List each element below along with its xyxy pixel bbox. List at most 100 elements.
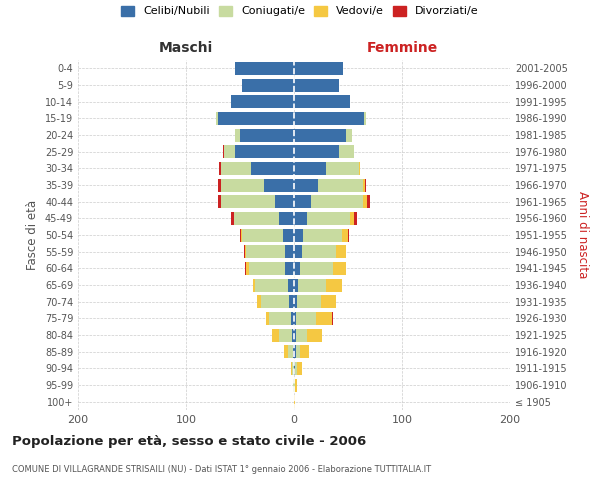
Bar (302, 228, 341, 241)
Bar (294, 112, 364, 125)
Bar (294, 328, 296, 342)
Bar (257, 295, 260, 308)
Bar (279, 328, 292, 342)
Bar (296, 345, 301, 358)
Bar (365, 178, 367, 192)
Bar (296, 328, 307, 342)
Bar (295, 378, 297, 392)
Bar (291, 362, 292, 375)
Bar (279, 212, 294, 225)
Bar (307, 328, 322, 342)
Bar (294, 345, 296, 358)
Bar (242, 78, 294, 92)
Bar (269, 312, 291, 325)
Bar (294, 162, 326, 175)
Bar (284, 345, 287, 358)
Bar (294, 362, 295, 375)
Bar (241, 228, 242, 241)
Bar (244, 245, 245, 258)
Bar (247, 262, 248, 275)
Bar (294, 312, 296, 325)
Bar (260, 295, 289, 308)
Text: Maschi: Maschi (159, 41, 213, 55)
Bar (218, 178, 221, 192)
Bar (221, 178, 264, 192)
Bar (321, 295, 336, 308)
Bar (294, 95, 350, 108)
Bar (218, 195, 221, 208)
Bar (294, 378, 295, 392)
Bar (307, 212, 350, 225)
Bar (292, 362, 294, 375)
Bar (264, 178, 294, 192)
Bar (346, 128, 352, 141)
Bar (326, 162, 359, 175)
Bar (350, 212, 355, 225)
Bar (216, 112, 218, 125)
Bar (275, 195, 294, 208)
Bar (316, 312, 332, 325)
Bar (255, 278, 287, 291)
Bar (286, 262, 294, 275)
Bar (232, 95, 294, 108)
Bar (235, 128, 240, 141)
Bar (289, 295, 294, 308)
Bar (294, 245, 302, 258)
Bar (272, 328, 279, 342)
Bar (292, 328, 294, 342)
Bar (266, 312, 269, 325)
Bar (294, 295, 297, 308)
Bar (302, 245, 336, 258)
Bar (240, 128, 294, 141)
Bar (363, 195, 367, 208)
Bar (224, 145, 235, 158)
Bar (348, 228, 349, 241)
Bar (248, 262, 286, 275)
Bar (247, 245, 286, 258)
Bar (245, 262, 247, 275)
Bar (245, 245, 247, 258)
Text: COMUNE DI VILLAGRANDE STRISAILI (NU) - Dati ISTAT 1° gennaio 2006 - Elaborazione: COMUNE DI VILLAGRANDE STRISAILI (NU) - D… (12, 465, 431, 474)
Bar (367, 195, 370, 208)
Bar (332, 312, 333, 325)
Bar (364, 112, 367, 125)
Bar (294, 212, 307, 225)
Bar (240, 228, 241, 241)
Bar (301, 345, 309, 358)
Bar (295, 362, 297, 375)
Bar (233, 212, 279, 225)
Bar (253, 278, 255, 291)
Bar (359, 162, 360, 175)
Bar (296, 312, 316, 325)
Bar (287, 345, 293, 358)
Bar (221, 162, 251, 175)
Bar (294, 228, 302, 241)
Bar (297, 295, 321, 308)
Bar (297, 362, 302, 375)
Bar (286, 245, 294, 258)
Bar (340, 145, 355, 158)
Y-axis label: Fasce di età: Fasce di età (26, 200, 39, 270)
Bar (294, 62, 343, 75)
Bar (294, 278, 298, 291)
Bar (341, 228, 348, 241)
Bar (298, 278, 326, 291)
Bar (223, 145, 224, 158)
Bar (333, 262, 346, 275)
Bar (294, 145, 340, 158)
Bar (326, 278, 341, 291)
Bar (287, 278, 294, 291)
Bar (232, 212, 233, 225)
Bar (318, 178, 363, 192)
Bar (293, 378, 294, 392)
Bar (291, 312, 294, 325)
Bar (294, 395, 295, 408)
Bar (235, 145, 294, 158)
Bar (294, 78, 340, 92)
Bar (251, 162, 294, 175)
Bar (293, 345, 294, 358)
Bar (363, 178, 365, 192)
Y-axis label: Anni di nascita: Anni di nascita (575, 192, 589, 278)
Bar (294, 262, 301, 275)
Bar (242, 228, 283, 241)
